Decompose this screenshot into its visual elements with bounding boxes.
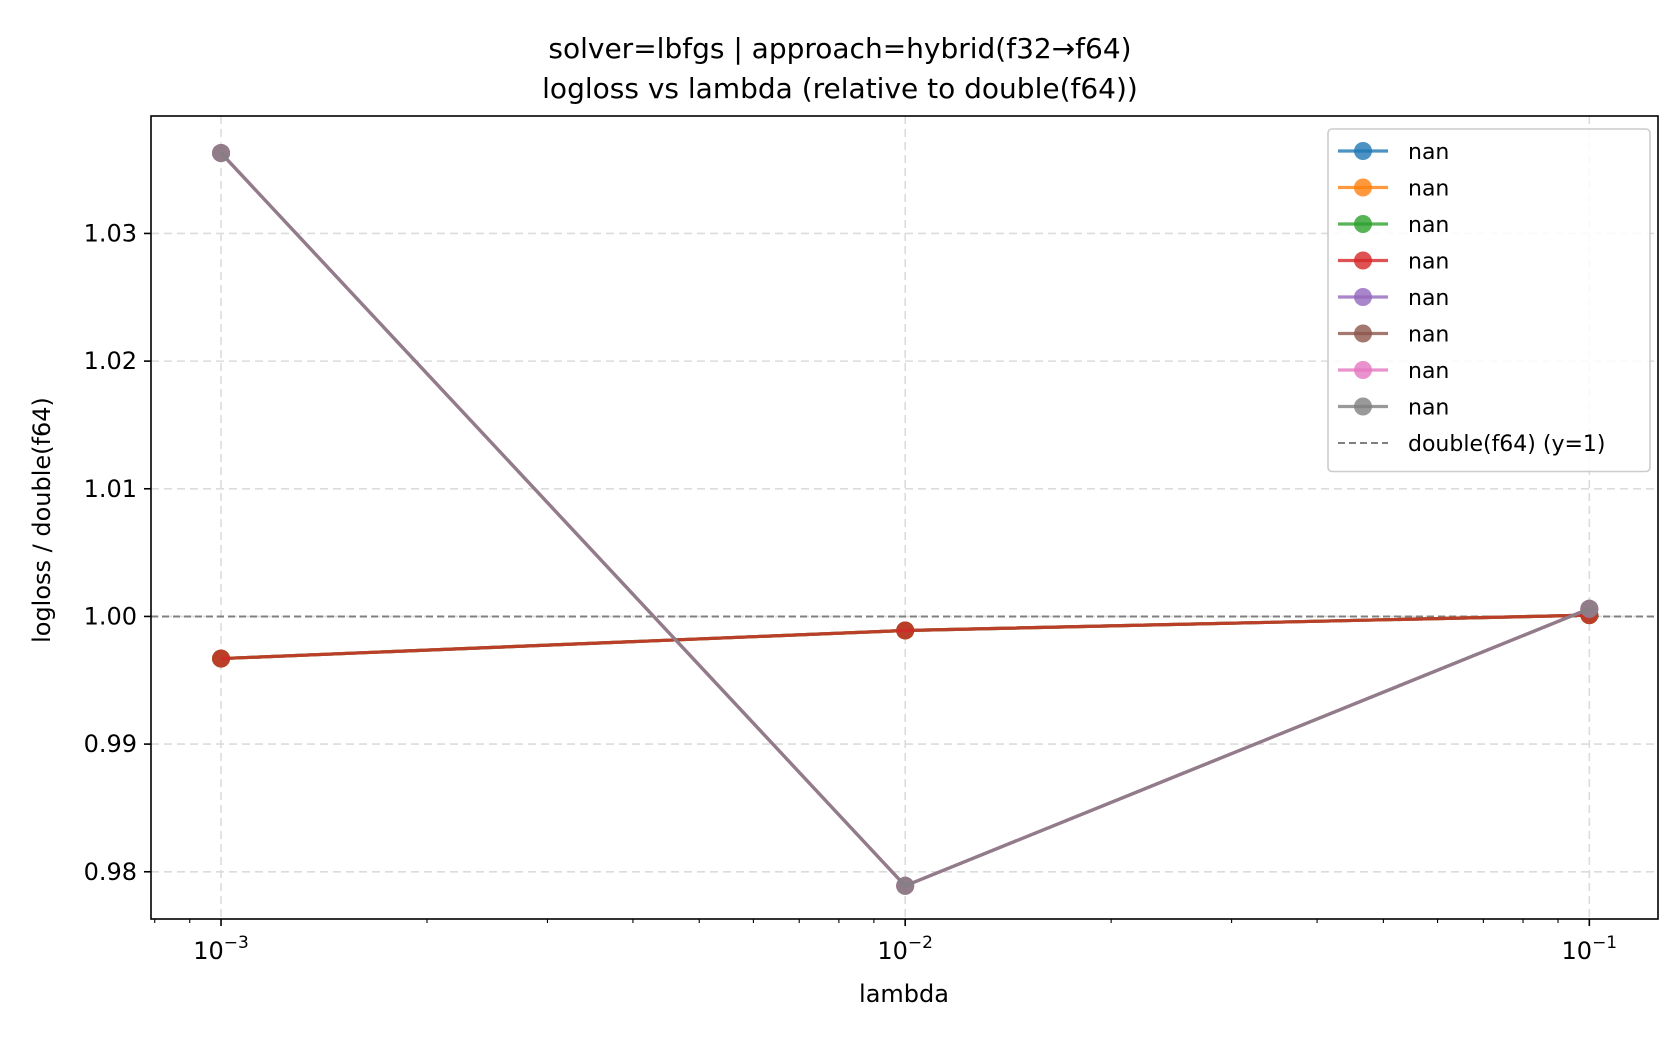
legend-label: nan — [1408, 396, 1449, 421]
legend-label: double(f64) (y=1) — [1408, 432, 1606, 457]
x-tick-label: 10−2 — [877, 933, 933, 965]
legend-label: nan — [1408, 140, 1449, 165]
legend-marker — [1354, 251, 1372, 270]
y-axis-label: logloss / double(f64) — [28, 397, 56, 643]
legend-marker — [1354, 324, 1372, 343]
legend-label: nan — [1408, 250, 1449, 275]
legend-marker — [1354, 397, 1372, 416]
legend-marker — [1354, 361, 1372, 379]
legend-label: nan — [1408, 177, 1449, 202]
legend-marker — [1354, 215, 1372, 233]
y-tick-label: 1.02 — [84, 347, 137, 375]
data-point — [212, 144, 231, 163]
legend-marker — [1354, 288, 1372, 306]
legend-label: nan — [1408, 213, 1449, 238]
y-tick-label: 1.03 — [84, 219, 137, 247]
data-point — [1580, 599, 1599, 618]
legend-marker — [1354, 178, 1372, 197]
legend-label: nan — [1408, 359, 1449, 384]
y-tick-label: 1.00 — [84, 602, 137, 630]
legend-box — [1327, 128, 1651, 473]
data-point — [212, 649, 231, 668]
chart-subtitle: logloss vs lambda (relative to double(f6… — [542, 72, 1138, 105]
legend-label: nan — [1408, 323, 1449, 348]
chart-title: solver=lbfgs | approach=hybrid(f32→f64) — [548, 32, 1131, 65]
legend-label: nan — [1408, 286, 1449, 311]
data-point — [896, 876, 915, 895]
legend: nan nan nan nan nan nan nan nan double(f64) (y=1… — [1327, 128, 1651, 473]
data-point — [896, 621, 915, 640]
x-tick-label: 10−1 — [1562, 933, 1618, 965]
legend-marker — [1354, 142, 1372, 160]
y-tick-label: 0.99 — [84, 730, 137, 758]
x-tick-label: 10−3 — [193, 933, 249, 965]
y-tick-label: 1.01 — [84, 475, 137, 503]
y-tick-label: 0.98 — [84, 858, 137, 886]
x-axis-label: lambda — [859, 980, 949, 1008]
